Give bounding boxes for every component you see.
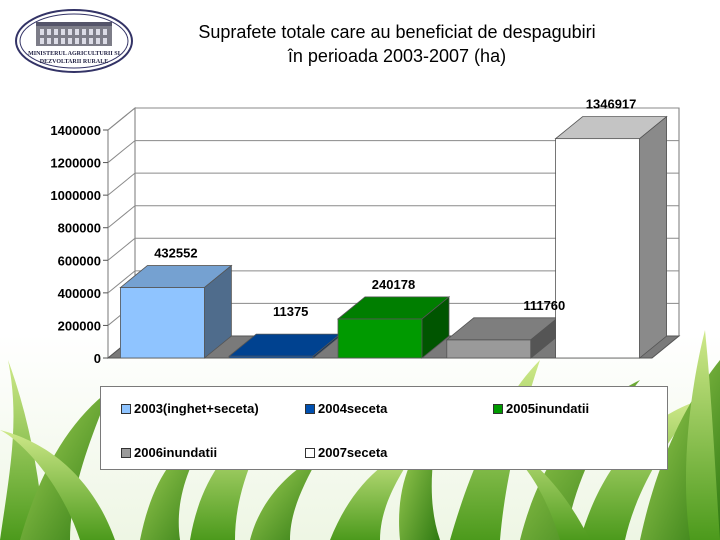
bar-2003(inghet+seceta) <box>119 264 233 359</box>
bar-side <box>421 296 450 359</box>
bar-side <box>203 264 232 359</box>
y-tick-label: 600000 <box>58 253 101 268</box>
legend-swatch <box>121 447 131 458</box>
legend-entry: 2006inundatii <box>121 445 217 460</box>
data-label: 432552 <box>154 246 197 261</box>
gridline <box>107 172 679 196</box>
bar-2005inundatii <box>336 296 451 359</box>
legend-label: 2003(inghet+seceta) <box>134 401 259 416</box>
bar-2007seceta <box>554 115 668 359</box>
legend-swatch <box>305 447 315 458</box>
legend-label: 2007seceta <box>318 445 388 460</box>
legend-label: 2004seceta <box>318 401 388 416</box>
ministry-logo: MINISTERUL AGRICULTURII SI DEZVOLTARII R… <box>15 9 133 73</box>
y-tick-label: 400000 <box>58 286 101 301</box>
chart-title-line1: Suprafete totale care au beneficiat de d… <box>198 22 596 42</box>
bar-2006inundatii <box>445 316 559 359</box>
y-tick-label: 1200000 <box>50 156 101 171</box>
data-label: 240178 <box>372 277 415 292</box>
gridline <box>107 140 679 163</box>
chart-title-line2: în perioada 2003-2007 (ha) <box>287 46 507 66</box>
y-axis-ticks: 0 200000 400000 600000 800000 1000000 1200000 1… <box>50 123 108 366</box>
y-tick-label: 200000 <box>58 318 101 333</box>
data-label: 11375 <box>273 304 308 319</box>
y-tick-label: 1000000 <box>50 188 101 203</box>
data-label: 1346917 <box>586 97 637 112</box>
legend-label: 2005inundatii <box>506 401 590 416</box>
logo-text-line2: DEZVOLTARII RURALE <box>40 59 108 65</box>
legend-label: 2006inundatii <box>134 445 218 460</box>
y-tick-label: 0 <box>94 351 101 366</box>
gridline <box>107 107 679 131</box>
bar-front <box>446 339 532 359</box>
gridline <box>107 237 679 261</box>
legend-swatch <box>493 403 503 414</box>
legend: 2003(inghet+seceta) 2004seceta 2005inundat… <box>100 386 668 470</box>
legend-entry: 2003(inghet+seceta) <box>121 401 259 416</box>
logo-text-line1: MINISTERUL AGRICULTURII SI <box>28 51 120 57</box>
legend-swatch <box>305 403 315 414</box>
data-label: 111760 <box>523 298 565 313</box>
bar-front <box>555 138 640 359</box>
gridline <box>107 270 679 294</box>
y-tick-label: 800000 <box>58 221 101 236</box>
chart-title: Suprafete totale care au beneficiat de d… <box>140 20 654 68</box>
legend-swatch <box>121 403 131 414</box>
gridline <box>107 205 679 229</box>
data-labels: 432552 11375 240178 111760 1346917 <box>154 97 636 320</box>
legend-entry: 2007seceta <box>305 445 387 460</box>
bar-front <box>337 318 423 359</box>
legend-entry: 2004seceta <box>305 401 387 416</box>
legend-entry: 2005inundatii <box>493 401 589 416</box>
bar-front <box>120 287 205 359</box>
bar-side <box>639 115 667 359</box>
y-tick-label: 1400000 <box>50 123 101 138</box>
bars <box>119 115 668 359</box>
